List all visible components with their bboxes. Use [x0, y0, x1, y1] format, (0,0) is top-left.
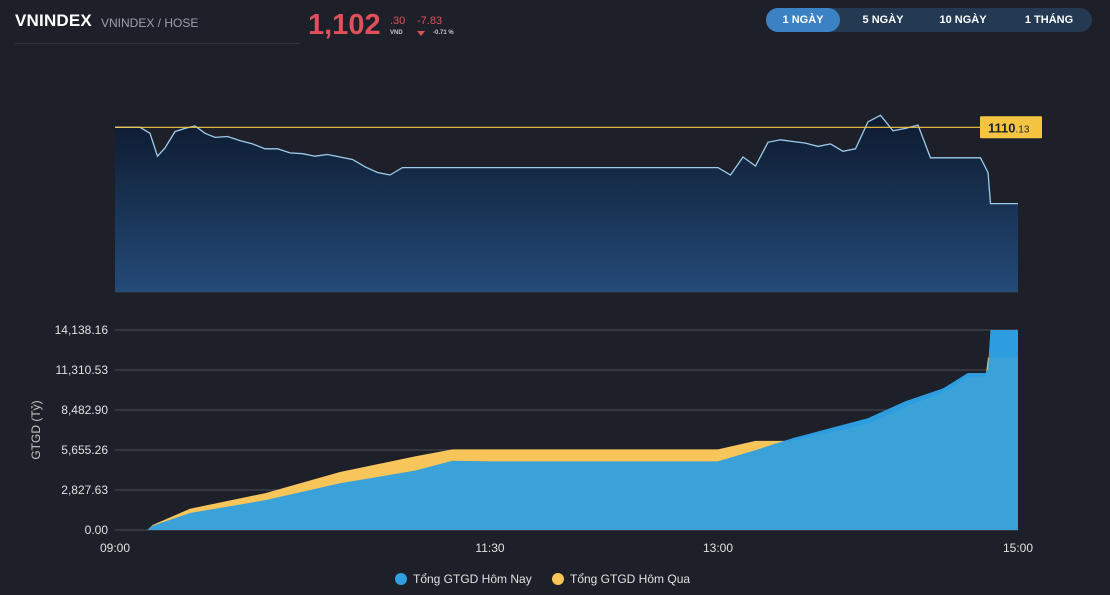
- legend-item-today[interactable]: Tổng GTGD Hôm Nay: [395, 572, 532, 586]
- legend-dot-today: [395, 573, 407, 585]
- down-arrow-icon: [417, 31, 425, 36]
- header: VNINDEX VNINDEX / HOSE 1,102 .30 VND -7.…: [0, 0, 1110, 50]
- y-tick-label: 0.00: [85, 523, 109, 537]
- price-change-percent: -0.71 %: [433, 30, 454, 36]
- legend: Tổng GTGD Hôm Nay Tổng GTGD Hôm Qua: [0, 572, 1110, 590]
- header-divider: [15, 43, 300, 44]
- index-fill: [115, 115, 1018, 292]
- tab-1-thang[interactable]: 1 THÁNG: [1024, 14, 1074, 26]
- y-tick-label: 2,827.63: [61, 483, 108, 497]
- y-tick-label: 8,482.90: [61, 403, 108, 417]
- reference-price-label: 1110.13: [988, 120, 1030, 135]
- x-tick-label: 09:00: [100, 541, 130, 555]
- legend-dot-yesterday: [552, 573, 564, 585]
- y-tick-label: 5,655.26: [61, 443, 108, 457]
- chart-area: 1110.13 0.00 2,827.63 5,655.26 8,482.90 11,31…: [29, 114, 1042, 555]
- area-today: [115, 330, 1018, 530]
- timeframe-tabs: 1 NGÀY 5 NGÀY 10 NGÀY 1 THÁNG: [766, 8, 1092, 32]
- tab-1-ngay[interactable]: 1 NGÀY: [766, 8, 840, 32]
- x-tick-label: 11:30: [475, 541, 504, 555]
- legend-label-today: Tổng GTGD Hôm Nay: [413, 572, 532, 586]
- price-decimal: .30: [390, 15, 406, 27]
- tab-10-ngay[interactable]: 10 NGÀY: [939, 14, 987, 26]
- reference-price-tag: [980, 116, 1042, 139]
- x-tick-label: 15:00: [1003, 541, 1033, 555]
- exchange-label: VNINDEX / HOSE: [101, 16, 199, 30]
- price-unit: VND: [390, 30, 403, 36]
- y-axis-title: GTGD (Tỷ): [29, 400, 43, 459]
- y-tick-label: 11,310.53: [56, 363, 109, 377]
- symbol-title: VNINDEX: [15, 11, 92, 30]
- x-tick-label: 13:00: [703, 541, 733, 555]
- y-tick-label: 14,138.16: [55, 323, 109, 337]
- tab-5-ngay[interactable]: 5 NGÀY: [862, 14, 904, 26]
- legend-label-yesterday: Tổng GTGD Hôm Qua: [570, 572, 691, 586]
- legend-item-yesterday[interactable]: Tổng GTGD Hôm Qua: [552, 572, 690, 586]
- price-main: 1,102: [308, 9, 381, 41]
- price-change: -7.83: [417, 15, 443, 27]
